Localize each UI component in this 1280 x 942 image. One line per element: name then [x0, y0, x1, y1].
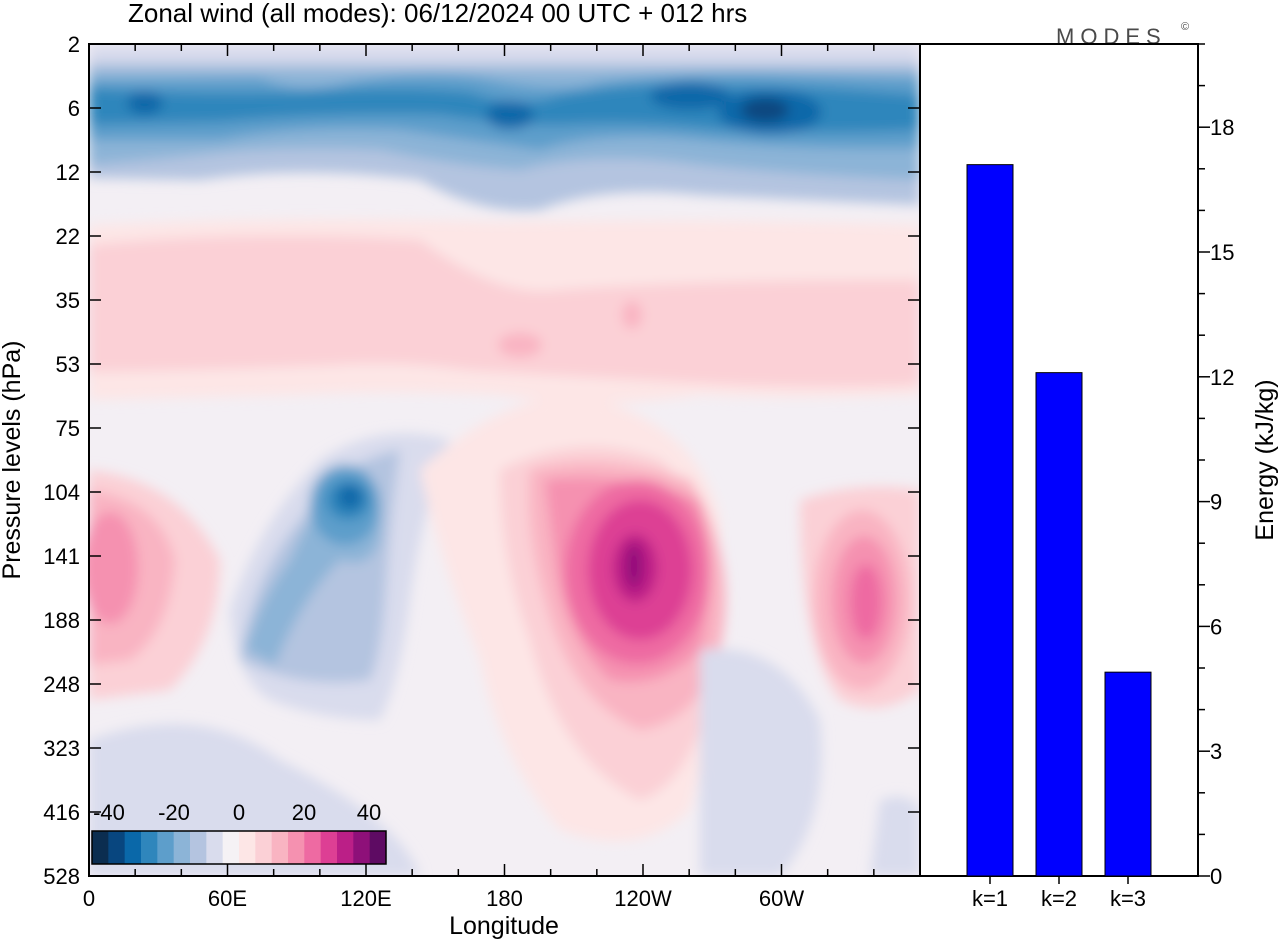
x-axis-label: Longitude: [449, 912, 559, 940]
colorbar-swatch: [206, 831, 224, 864]
energy-tick-label: 12: [1210, 365, 1234, 390]
energy-tick-label: 3: [1210, 739, 1222, 764]
x-tick-label: 180: [486, 886, 523, 911]
colorbar-swatch: [320, 831, 338, 864]
wind-region: [626, 544, 642, 588]
bar-category-label: k=3: [1110, 886, 1146, 911]
energy-bars: k=1 k=2 k=3: [966, 164, 1152, 911]
colorbar-swatch: [92, 831, 109, 864]
colorbar-swatch: [157, 831, 175, 864]
colorbar-swatch: [369, 831, 387, 864]
colorbar-swatches: [92, 831, 387, 864]
colorbar-swatch: [190, 831, 207, 864]
longitude-axis: 0 60E 120E 180 120W 60W: [83, 44, 921, 911]
y-tick-label: 2: [68, 32, 80, 57]
y-tick-label: 75: [56, 416, 80, 441]
colorbar-swatch: [173, 831, 191, 864]
energy-axis-label: Energy (kJ/kg): [1251, 379, 1279, 540]
colorbar-swatch: [141, 831, 158, 864]
colorbar-swatch: [353, 831, 371, 864]
wind-region: [741, 98, 789, 122]
chart-title: Zonal wind (all modes): 06/12/2024 00 UT…: [128, 0, 747, 28]
y-tick-label: 12: [56, 160, 80, 185]
colorbar-labels: -40 -20 0 20 40: [93, 800, 381, 825]
x-tick-label: 0: [83, 886, 95, 911]
colorbar-swatch: [108, 831, 126, 864]
colorbar-label: 40: [357, 800, 381, 825]
colorbar-swatch: [271, 831, 289, 864]
energy-tick-label: 6: [1210, 614, 1222, 639]
energy-tick-label: 15: [1210, 240, 1234, 265]
colorbar-swatch: [255, 831, 273, 864]
y-tick-label: 141: [43, 544, 80, 569]
energy-tick-label: 0: [1210, 864, 1222, 889]
wind-region: [486, 101, 534, 129]
y-tick-label: 188: [43, 608, 80, 633]
y-tick-label: 53: [56, 352, 80, 377]
energy-axis: 0 3 6 9 12 15 18: [1198, 43, 1234, 889]
y-tick-label: 416: [43, 800, 80, 825]
y-tick-label: 248: [43, 672, 80, 697]
colorbar-label: -40: [93, 800, 125, 825]
heatmap-plot: 0 60E 120E 180 120W 60W 2 6 12 22 35 53 75 104 141 188…: [0, 32, 921, 940]
bar-category-label: k=1: [972, 886, 1008, 911]
y-axis-label: Pressure levels (hPa): [0, 341, 26, 580]
x-tick-label: 120E: [340, 886, 391, 911]
energy-plot: k=1 k=2 k=3 0 3 6 9 12 15 18 Energy (kJ/kg): [919, 43, 1279, 911]
colorbar: -40 -20 0 20 40: [91, 800, 387, 865]
wind-region: [127, 91, 163, 115]
colorbar-swatch: [124, 831, 142, 864]
wind-region: [89, 512, 138, 624]
colorbar-label: 20: [292, 800, 316, 825]
colorbar-label: 0: [233, 800, 245, 825]
y-tick-label: 35: [56, 288, 80, 313]
wind-region: [870, 796, 920, 876]
y-tick-label: 528: [43, 864, 80, 889]
x-tick-label: 60E: [208, 886, 247, 911]
energy-bar: [1035, 372, 1083, 877]
colorbar-swatch: [222, 831, 240, 864]
pressure-axis: 2 6 12 22 35 53 75 104 141 188 248 323 416 528: [43, 32, 920, 889]
colorbar-swatch: [304, 831, 322, 864]
energy-tick-label: 18: [1210, 115, 1234, 140]
y-tick-label: 6: [68, 96, 80, 121]
wind-region: [650, 82, 730, 110]
energy-tick-label: 9: [1210, 490, 1222, 515]
wind-region: [622, 301, 642, 329]
wind-region: [498, 333, 542, 357]
brand-mark: ©: [1181, 21, 1189, 33]
y-tick-label: 104: [43, 480, 80, 505]
colorbar-swatch: [288, 831, 305, 864]
colorbar-swatch: [337, 831, 354, 864]
y-tick-label: 22: [56, 224, 80, 249]
x-tick-label: 120W: [614, 886, 672, 911]
colorbar-label: -20: [158, 800, 190, 825]
energy-bar: [1104, 671, 1152, 877]
wind-region: [89, 236, 920, 387]
bar-category-label: k=2: [1041, 886, 1077, 911]
colorbar-swatch: [239, 831, 256, 864]
wind-region: [338, 485, 362, 509]
wind-region: [700, 648, 822, 876]
y-tick-label: 323: [43, 736, 80, 761]
wind-field: [89, 44, 920, 876]
wind-region: [850, 564, 882, 640]
x-tick-label: 60W: [759, 886, 804, 911]
colorbar-frame: [91, 830, 387, 865]
energy-bar: [966, 164, 1014, 877]
